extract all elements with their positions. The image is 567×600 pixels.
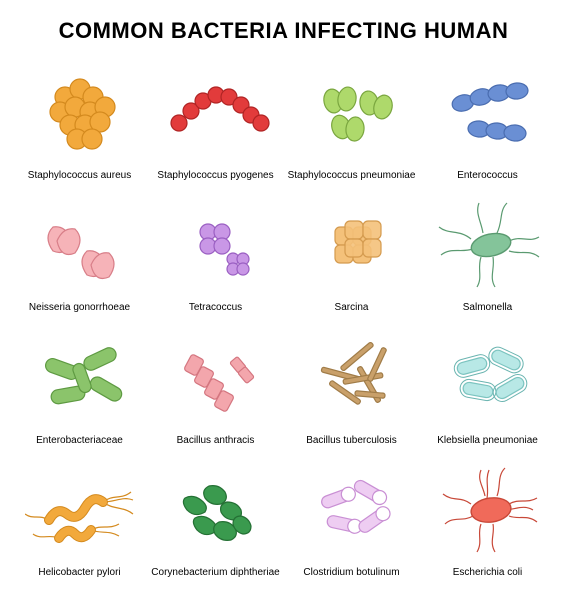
bacteria-label: Neisseria gonorrhoeae [29,298,130,313]
bacteria-label: Enterococcus [457,166,518,181]
chain-rods-icon [150,323,282,431]
spore-rods-icon [286,456,418,564]
bacteria-grid: Staphylococcus aureus Staphylococcus pyog… [14,58,554,578]
bacteria-cell: Bacillus anthracis [150,323,282,446]
bacteria-cell: Klebsiella pneumoniae [422,323,554,446]
grape-cluster-cocci-icon [14,58,146,166]
bacteria-label: Bacillus anthracis [177,431,255,446]
bacteria-label: Klebsiella pneumoniae [437,431,538,446]
bacteria-label: Tetracoccus [189,298,242,313]
bacteria-cell: Clostridium botulinum [286,456,418,579]
bacteria-label: Helicobacter pylori [38,563,120,578]
bacteria-label: Staphylococcus pneumoniae [288,166,416,181]
bacteria-cell: Neisseria gonorrhoeae [14,191,146,314]
bacteria-cell: Escherichia coli [422,456,554,579]
bacteria-cell: Staphylococcus pneumoniae [286,58,418,181]
bacteria-label: Escherichia coli [453,563,522,578]
bacteria-label: Corynebacterium diphtheriae [151,563,279,578]
bacteria-cell: Bacillus tuberculosis [286,323,418,446]
kidney-diplococci-icon [14,191,146,299]
cubical-packet-icon [286,191,418,299]
short-chain-ovals-icon [422,58,554,166]
bacteria-cell: Staphylococcus pyogenes [150,58,282,181]
bacteria-label: Staphylococcus pyogenes [157,166,273,181]
capsulated-rods-icon [422,323,554,431]
bacteria-label: Clostridium botulinum [303,563,399,578]
bacteria-cell: Enterobacteriaceae [14,323,146,446]
bacteria-label: Salmonella [463,298,512,313]
bacteria-cell: Tetracoccus [150,191,282,314]
bacteria-label: Sarcina [335,298,369,313]
page-title: COMMON BACTERIA INFECTING HUMAN [59,18,509,44]
bacteria-cell: Sarcina [286,191,418,314]
infographic-page: COMMON BACTERIA INFECTING HUMAN Staphylo… [0,0,567,600]
bacteria-cell: Staphylococcus aureus [14,58,146,181]
bacteria-cell: Corynebacterium diphtheriae [150,456,282,579]
bacteria-cell: Salmonella [422,191,554,314]
bacteria-cell: Helicobacter pylori [14,456,146,579]
club-rods-icon [150,456,282,564]
tetrad-icon [150,191,282,299]
rods-icon [14,323,146,431]
spiral-flagellated-icon [14,456,146,564]
diplococci-pairs-icon [286,58,418,166]
bacteria-cell: Enterococcus [422,58,554,181]
thin-rods-scatter-icon [286,323,418,431]
bacteria-label: Enterobacteriaceae [36,431,123,446]
flagellated-rod-icon [422,191,554,299]
bacteria-label: Staphylococcus aureus [28,166,131,181]
peritrichous-rod-icon [422,456,554,564]
bacteria-label: Bacillus tuberculosis [306,431,397,446]
chain-cocci-icon [150,58,282,166]
